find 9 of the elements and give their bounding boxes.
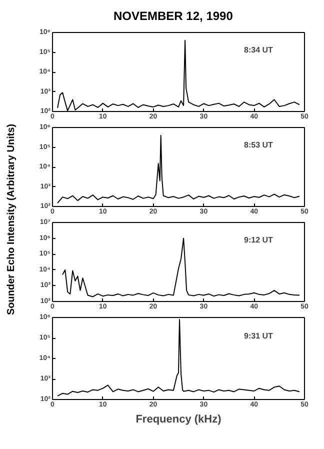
y-axis-title: Sounder Echo Intensity (Arbitrary Units) [6, 124, 17, 316]
line-series [62, 238, 300, 298]
annotation: 9:31 UT [244, 331, 274, 340]
x-axis-title: Frequency (kHz) [136, 414, 222, 426]
chart-title: NOVEMBER 12, 1990 [114, 9, 234, 24]
annotation: 9:12 UT [244, 236, 274, 245]
annotation: 8:34 UT [244, 46, 274, 55]
annotation: 8:53 UT [244, 140, 274, 150]
line-series [57, 134, 300, 204]
